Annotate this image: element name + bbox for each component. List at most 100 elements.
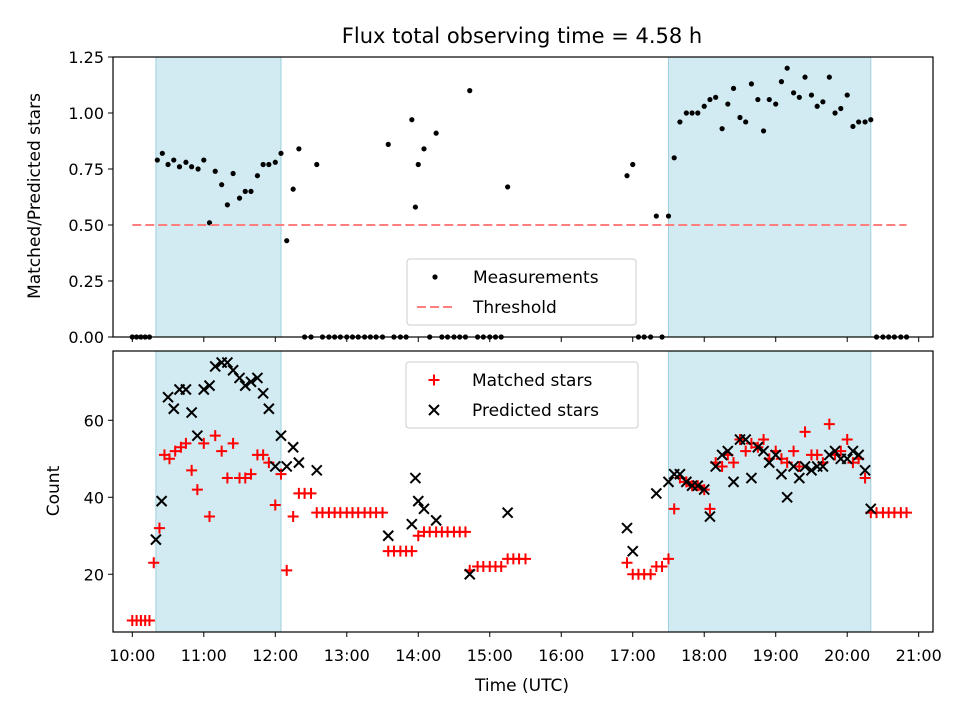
data-point [251,372,264,384]
data-point [464,568,476,580]
data-point [862,119,868,125]
x-tick-label: 20:00 [824,646,870,665]
data-point [198,383,210,396]
data-point [219,182,225,188]
data-point [180,437,192,449]
data-point [227,437,239,449]
series-predicted-stars [150,356,877,580]
data-point [671,155,677,161]
data-point [856,119,862,125]
data-point [847,445,859,457]
data-point [248,188,254,194]
data-point [377,507,389,519]
data-point [183,159,189,165]
data-point [743,119,749,125]
bottom-panel: 20 40 60 10:00 11:00 12:00 13:00 14:00 15:00 16:0… [44,350,942,696]
data-point [287,441,299,453]
x-tick-label: 21:00 [896,646,942,665]
data-point [788,445,800,457]
data-point [382,530,394,542]
data-point [148,557,160,569]
data-point [689,110,695,116]
y-tick-label: 1.00 [68,104,104,123]
data-point [832,110,838,116]
shaded-interval [667,350,872,633]
data-point [467,88,473,94]
bottom-legend: Matched stars Predicted stars [405,361,639,429]
data-point [409,117,415,123]
y-tick-label: 1.25 [68,48,104,67]
data-point [191,429,204,442]
data-point [698,483,710,496]
data-point [412,530,424,542]
data-point [163,453,175,465]
data-point [645,568,657,580]
data-point [838,105,844,112]
data-point [186,464,198,476]
data-point [844,92,850,98]
data-point [221,472,233,484]
data-point [245,376,257,388]
bottom-axes: 20 40 60 10:00 11:00 12:00 13:00 14:00 15:00 16:0… [84,350,942,665]
data-point [209,360,221,373]
data-point [805,464,818,477]
data-point [430,514,442,527]
data-point [153,522,165,534]
x-tick-label: 17:00 [610,646,656,665]
data-point [692,480,704,492]
legend-box [405,361,639,429]
data-point [311,464,323,477]
top-series-layer [129,65,910,340]
data-point [421,146,427,152]
legend-label: Matched stars [472,371,592,391]
data-point [835,445,847,457]
data-point [266,161,272,168]
y-tick-label: 0.50 [68,216,104,235]
data-point [770,449,782,461]
data-point [281,460,293,473]
bottom-y-axis-label: Count [44,465,64,516]
data-point [668,503,680,515]
data-point [224,202,230,208]
x-tick-label: 12:00 [252,646,298,665]
x-tick-label: 15:00 [467,646,513,665]
data-point [263,403,275,415]
data-point [716,460,728,472]
legend-label: Measurements [473,268,599,288]
data-point [826,74,832,80]
data-point [189,164,195,170]
y-tick-label: 0.00 [68,328,104,347]
data-point [802,74,808,80]
data-point [209,430,221,442]
data-point [799,460,811,473]
data-point [195,166,201,172]
data-point [150,533,162,546]
legend-marker [428,404,440,416]
data-point [790,90,797,96]
plot-frame [112,56,934,338]
data-point [406,545,418,557]
data-point [168,403,180,415]
data-point [719,126,725,132]
data-point [901,507,913,519]
data-point [278,150,284,156]
data-point [757,445,770,457]
data-point [230,170,236,177]
data-point [829,445,841,457]
data-point [293,456,305,469]
data-point [868,117,874,123]
data-point [683,110,689,116]
data-point [752,441,764,453]
data-point [409,472,422,484]
series-measurements [129,65,910,340]
data-point [305,487,317,499]
data-point [725,101,731,107]
data-point [520,553,532,565]
shaded-interval [155,56,282,338]
x-tick-label: 18:00 [681,646,727,665]
data-point [820,99,826,105]
data-point [198,437,210,449]
data-point [653,213,659,219]
y-tick-label: 0.75 [68,160,104,179]
